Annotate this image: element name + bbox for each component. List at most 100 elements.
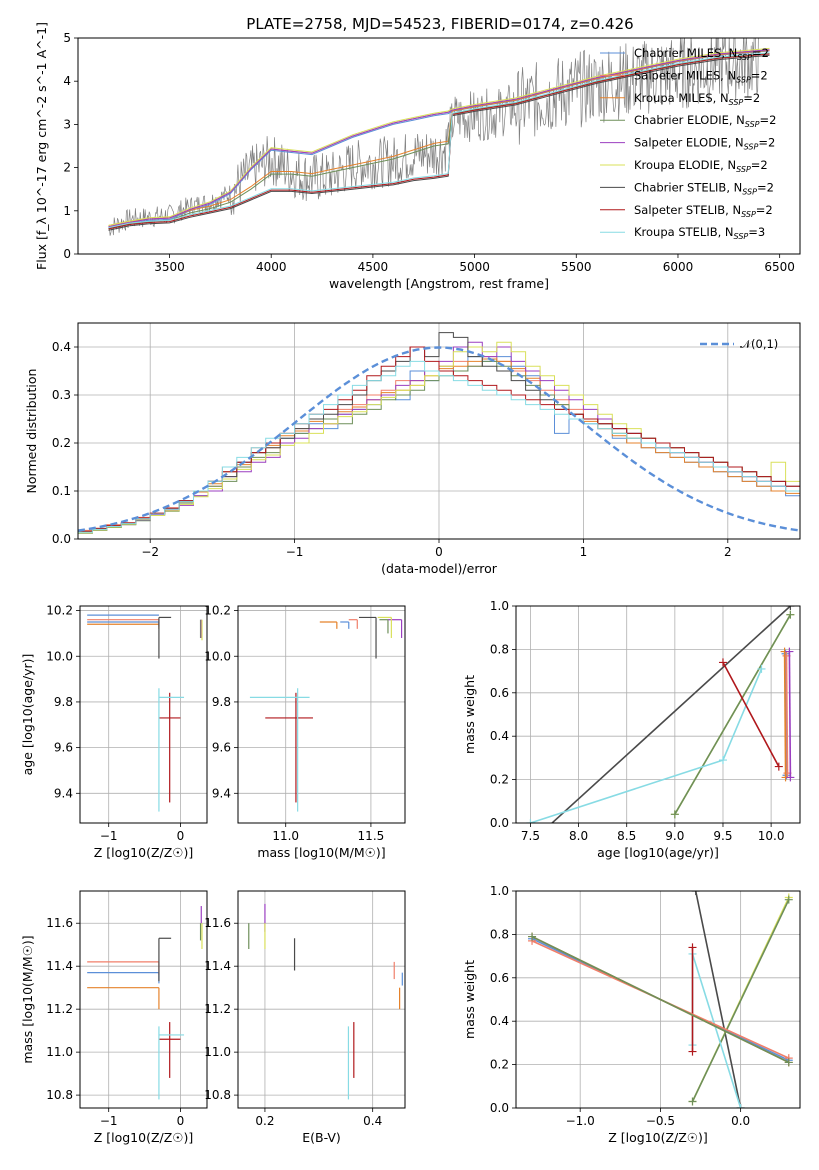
legend-subscript: SSP <box>736 75 751 84</box>
weight-marker-3 <box>757 664 766 673</box>
legend-label: Salpeter STELIB, NSSP=2 <box>634 203 773 219</box>
legend-label: Chabrier ELODIE, NSSP=2 <box>634 113 776 129</box>
x-tick-label: 0 <box>435 545 443 559</box>
y-tick-label: 10.2 <box>46 604 73 618</box>
x-axis-label: wavelength [Angstrom, rest frame] <box>329 276 549 291</box>
legend-subscript: SSP <box>741 210 756 219</box>
panel-6 <box>234 891 405 1112</box>
y-tick-label: 0 <box>63 247 71 261</box>
weight-line-5 <box>784 653 788 776</box>
panel-1 <box>74 323 800 543</box>
legend-subscript: SSP <box>742 187 757 196</box>
weight-marker-0 <box>786 606 795 610</box>
model-line-2 <box>108 50 770 226</box>
x-tick-label: 0 <box>177 829 185 843</box>
weight-line-0 <box>550 606 791 823</box>
axes-frame <box>79 605 208 824</box>
weight-marker-4 <box>718 658 727 667</box>
data-spectrum-line <box>108 38 759 236</box>
legend-label: Chabrier MILES, NSSP=2 <box>634 46 769 62</box>
x-tick-label: 5500 <box>561 260 592 274</box>
page-title: PLATE=2758, MJD=54523, FIBERID=0174, z=0… <box>246 15 633 33</box>
weight-marker-8 <box>528 932 537 941</box>
y-tick-label: 0.1 <box>52 484 71 498</box>
legend-subscript: SSP <box>734 232 749 241</box>
legend-count: =3 <box>748 225 765 239</box>
panel-2 <box>76 606 207 827</box>
histogram-step-8 <box>78 360 800 533</box>
x-tick-label: −2 <box>141 545 159 559</box>
axes-frame <box>515 605 801 824</box>
y-tick-label: 9.4 <box>54 786 73 800</box>
y-tick-label: 0.8 <box>490 927 509 941</box>
y-tick-label: 2 <box>63 161 71 175</box>
y-tick-label: 11.0 <box>204 1045 231 1059</box>
x-tick-label: 6500 <box>764 260 795 274</box>
weight-line-8 <box>531 935 790 1064</box>
y-tick-label: 0.2 <box>52 436 71 450</box>
axes-frame <box>77 322 801 540</box>
x-axis-label: E(B-V) <box>302 1130 341 1145</box>
weight-marker-4 <box>688 1047 697 1056</box>
x-tick-label: −0.5 <box>646 1114 675 1128</box>
legend-subscript: SSP <box>744 143 759 152</box>
y-axis-label: age [log10(age/yr)] <box>20 654 35 776</box>
x-tick-label: −1 <box>100 829 118 843</box>
legend-label: Chabrier STELIB, NSSP=2 <box>634 180 774 196</box>
normal-reference-curve <box>77 346 801 532</box>
x-tick-label: 11.0 <box>272 829 299 843</box>
x-tick-label: 8.5 <box>617 829 636 843</box>
y-tick-label: 1 <box>63 204 71 218</box>
y-tick-label: 11.4 <box>46 959 73 973</box>
weight-marker-2 <box>786 610 795 619</box>
y-tick-label: 10.8 <box>46 1088 73 1102</box>
y-tick-label: 10.0 <box>46 649 73 663</box>
model-line-4 <box>108 49 770 228</box>
weight-marker-5 <box>781 649 790 658</box>
x-tick-label: 1 <box>580 545 588 559</box>
x-tick-label: 11.5 <box>358 829 385 843</box>
model-line-5 <box>108 47 770 226</box>
y-tick-label: 0.8 <box>490 642 509 656</box>
x-tick-label: 6000 <box>663 260 694 274</box>
x-tick-label: 9.5 <box>713 829 732 843</box>
axes-frame <box>77 37 801 255</box>
weight-line-3 <box>530 668 763 823</box>
y-tick-label: 11.6 <box>204 916 231 930</box>
x-axis-label: Z [log10(Z/Z☉)] <box>94 1130 194 1145</box>
weight-line-2 <box>691 899 790 1102</box>
weight-line-6 <box>785 655 789 774</box>
y-tick-label: 5 <box>63 31 71 45</box>
weight-line-4 <box>722 662 780 767</box>
x-tick-label: 0.0 <box>731 1114 750 1128</box>
axes-frame <box>237 890 406 1109</box>
weight-marker-3 <box>718 756 727 765</box>
panel-0 <box>74 37 781 258</box>
y-tick-label: 0.0 <box>490 816 509 830</box>
legend-count: =2 <box>757 180 774 194</box>
x-tick-label: −1.0 <box>566 1114 595 1128</box>
x-tick-label: 0.2 <box>255 1114 274 1128</box>
axes-frame <box>79 890 208 1109</box>
weight-marker-0 <box>691 891 700 895</box>
weight-line-0 <box>694 891 742 1108</box>
y-axis-label: mass [log10(M/M☉)] <box>20 935 35 1063</box>
weight-marker-2 <box>688 1097 697 1106</box>
y-tick-label: 9.6 <box>54 741 73 755</box>
legend-count: =2 <box>758 136 775 150</box>
legend-label: Kroupa ELODIE, NSSP=2 <box>634 158 768 174</box>
y-tick-label: 10.0 <box>204 649 231 663</box>
y-tick-label: 11.2 <box>46 1002 73 1016</box>
panel-4 <box>512 605 800 827</box>
y-tick-label: 0.6 <box>490 971 509 985</box>
y-tick-label: 0.6 <box>490 686 509 700</box>
y-axis-label: Flux [f_λ 10^-17 erg cm^-2 s^-1 A^-1] <box>34 22 49 270</box>
weight-marker-5 <box>782 771 791 780</box>
y-tick-label: 0.2 <box>490 1058 509 1072</box>
y-tick-label: 0.4 <box>52 340 71 354</box>
x-axis-label: Z [log10(Z/Z☉)] <box>94 845 194 860</box>
legend-subscript: SSP <box>745 120 760 129</box>
weight-marker-4 <box>688 943 697 952</box>
weight-line-8 <box>788 651 792 778</box>
